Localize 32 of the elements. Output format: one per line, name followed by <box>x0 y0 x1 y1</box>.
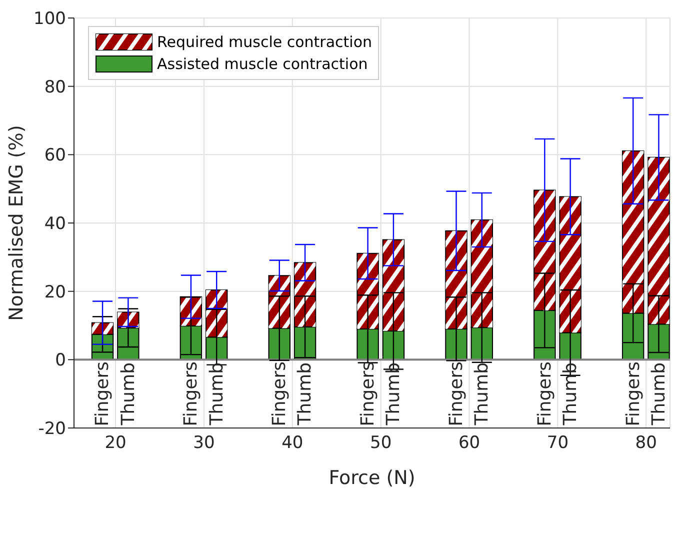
x-tick-label: 40 <box>282 433 304 454</box>
x-tick-label: 50 <box>370 433 392 454</box>
x-tick-label: 20 <box>104 433 126 454</box>
x-tick-label: 60 <box>458 433 480 454</box>
y-tick-label: -20 <box>38 419 66 440</box>
annotation: Thumb <box>560 362 582 426</box>
y-tick-label: 100 <box>34 9 66 30</box>
annotation: Thumb <box>294 362 316 426</box>
annotation: Fingers <box>92 361 114 426</box>
annotation: Thumb <box>383 362 404 426</box>
annotation: Thumb <box>206 362 228 426</box>
annotation: Fingers <box>534 361 556 426</box>
annotation: Fingers <box>446 361 467 426</box>
annotation: Thumb <box>648 362 670 426</box>
annotation: Thumb <box>472 362 493 426</box>
y-tick-label: 20 <box>44 282 66 302</box>
annotation: Fingers <box>358 361 379 426</box>
y-tick-label: 40 <box>44 214 66 234</box>
y-axis-title: Normalised EMG (%) <box>6 125 28 321</box>
x-tick-label: 80 <box>635 433 657 454</box>
y-tick-label: 60 <box>44 146 66 166</box>
annotation: Fingers <box>180 361 202 426</box>
annotation: Fingers <box>622 361 644 426</box>
legend-label: Assisted muscle contraction <box>157 55 368 73</box>
x-axis-title: Force (N) <box>328 467 416 489</box>
x-tick-label: 70 <box>546 433 569 454</box>
annotation: Thumb <box>118 362 139 426</box>
x-tick-label: 30 <box>193 433 215 454</box>
y-tick-label: 0 <box>55 350 66 371</box>
annotation: Fingers <box>269 361 290 426</box>
legend-label: Required muscle contraction <box>157 33 372 51</box>
y-tick-label: 80 <box>44 77 66 98</box>
